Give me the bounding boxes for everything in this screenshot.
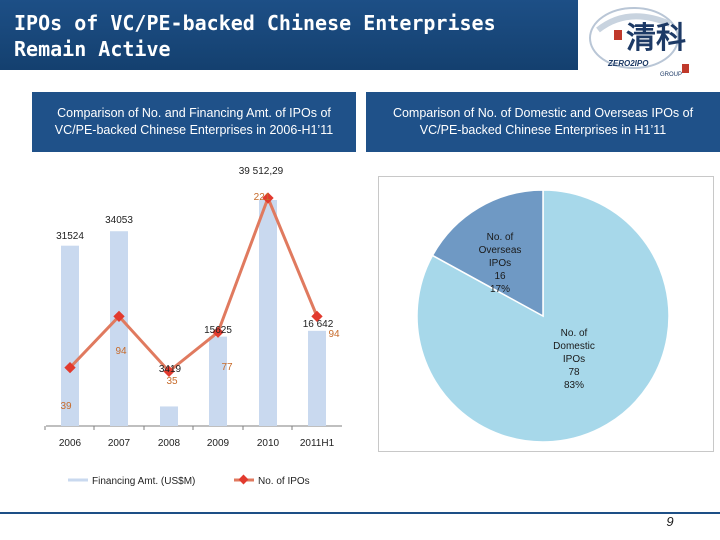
pie-label-line: Overseas (479, 245, 522, 256)
bar-financing-amt (308, 330, 326, 426)
line-data-label: 35 (166, 376, 178, 387)
logo-en-text: ZERO2IPO (607, 59, 649, 68)
bar-data-label: 34053 (105, 215, 133, 226)
pie-label-line: 17% (490, 284, 510, 295)
bar-financing-amt (209, 336, 227, 426)
bar-data-label: 3419 (159, 364, 182, 375)
bar-financing-amt (160, 406, 178, 426)
pie-label-line: IPOs (489, 258, 511, 269)
page-title-line2: Remain Active (14, 37, 171, 61)
footer-divider (0, 512, 720, 514)
logo-seal-icon (614, 30, 622, 40)
bar-data-label: 16 642 (303, 319, 334, 330)
right-chart-caption: Comparison of No. of Domestic and Overse… (366, 92, 720, 152)
x-tick-label: 2010 (257, 438, 280, 449)
zero2ipo-logo: 清科 ZERO2IPO GROUP (578, 0, 720, 82)
legend-line-label: No. of IPOs (258, 476, 310, 487)
pie-label-line: 16 (494, 271, 506, 282)
line-data-label: 77 (221, 362, 233, 373)
bar-financing-amt (259, 200, 277, 426)
page-number: 9 (666, 514, 674, 529)
bar-financing-amt (61, 245, 79, 426)
logo-stamp-icon (682, 64, 689, 73)
x-tick-label: 2008 (158, 438, 181, 449)
marker-no-of-ipos (311, 310, 323, 323)
page-title: IPOs of VC/PE-backed Chinese Enterprises… (14, 10, 574, 62)
bar-financing-amt (110, 231, 128, 426)
marker-no-of-ipos (163, 365, 175, 378)
x-tick-label: 2007 (108, 438, 131, 449)
x-tick-label: 2006 (59, 438, 82, 449)
logo-graphic: 清科 ZERO2IPO GROUP (589, 7, 689, 78)
page-title-line1: IPOs of VC/PE-backed Chinese Enterprises (14, 11, 496, 35)
pie-label-overseas: No. of Overseas IPOs 16 17% (479, 232, 522, 295)
line-data-label: 39 (60, 401, 72, 412)
ipo-bar-line-chart: 2006 2007 2008 2009 2010 2011H1 31524 34053 3419… (44, 166, 342, 487)
line-data-label: 221 (254, 192, 271, 203)
line-data-label: 94 (115, 346, 127, 357)
pie-label-domestic: No. of Domestic IPOs 78 83% (553, 328, 595, 391)
pie-label-line: No. of (561, 328, 588, 339)
x-tick-label: 2011H1 (300, 438, 335, 449)
bar-data-label: 31524 (56, 231, 84, 242)
line-no-of-ipos (68, 193, 319, 374)
legend-line-marker (238, 474, 249, 485)
line-data-label: 94 (328, 329, 340, 340)
logo-group-text: GROUP (660, 72, 682, 78)
x-tick-label: 2009 (207, 438, 230, 449)
left-chart-caption: Comparison of No. and Financing Amt. of … (32, 92, 356, 152)
pie-label-line: 78 (568, 367, 580, 378)
logo-cn-text: 清科 (626, 21, 686, 56)
marker-no-of-ipos (212, 326, 224, 338)
pie-label-line: No. of (487, 232, 514, 243)
pie-label-line: 83% (564, 380, 584, 391)
pie-label-line: IPOs (563, 354, 585, 365)
legend-bar-label: Financing Amt. (US$M) (92, 476, 195, 487)
bar-data-label: 39 512,29 (239, 166, 284, 177)
bar-data-label: 15625 (204, 325, 232, 336)
pie-label-line: Domestic (553, 341, 595, 352)
ipo-pie-chart: No. of Domestic IPOs 78 83% No. of Overseas IPO… (378, 176, 714, 452)
pie-slice-overseas (431, 189, 544, 318)
